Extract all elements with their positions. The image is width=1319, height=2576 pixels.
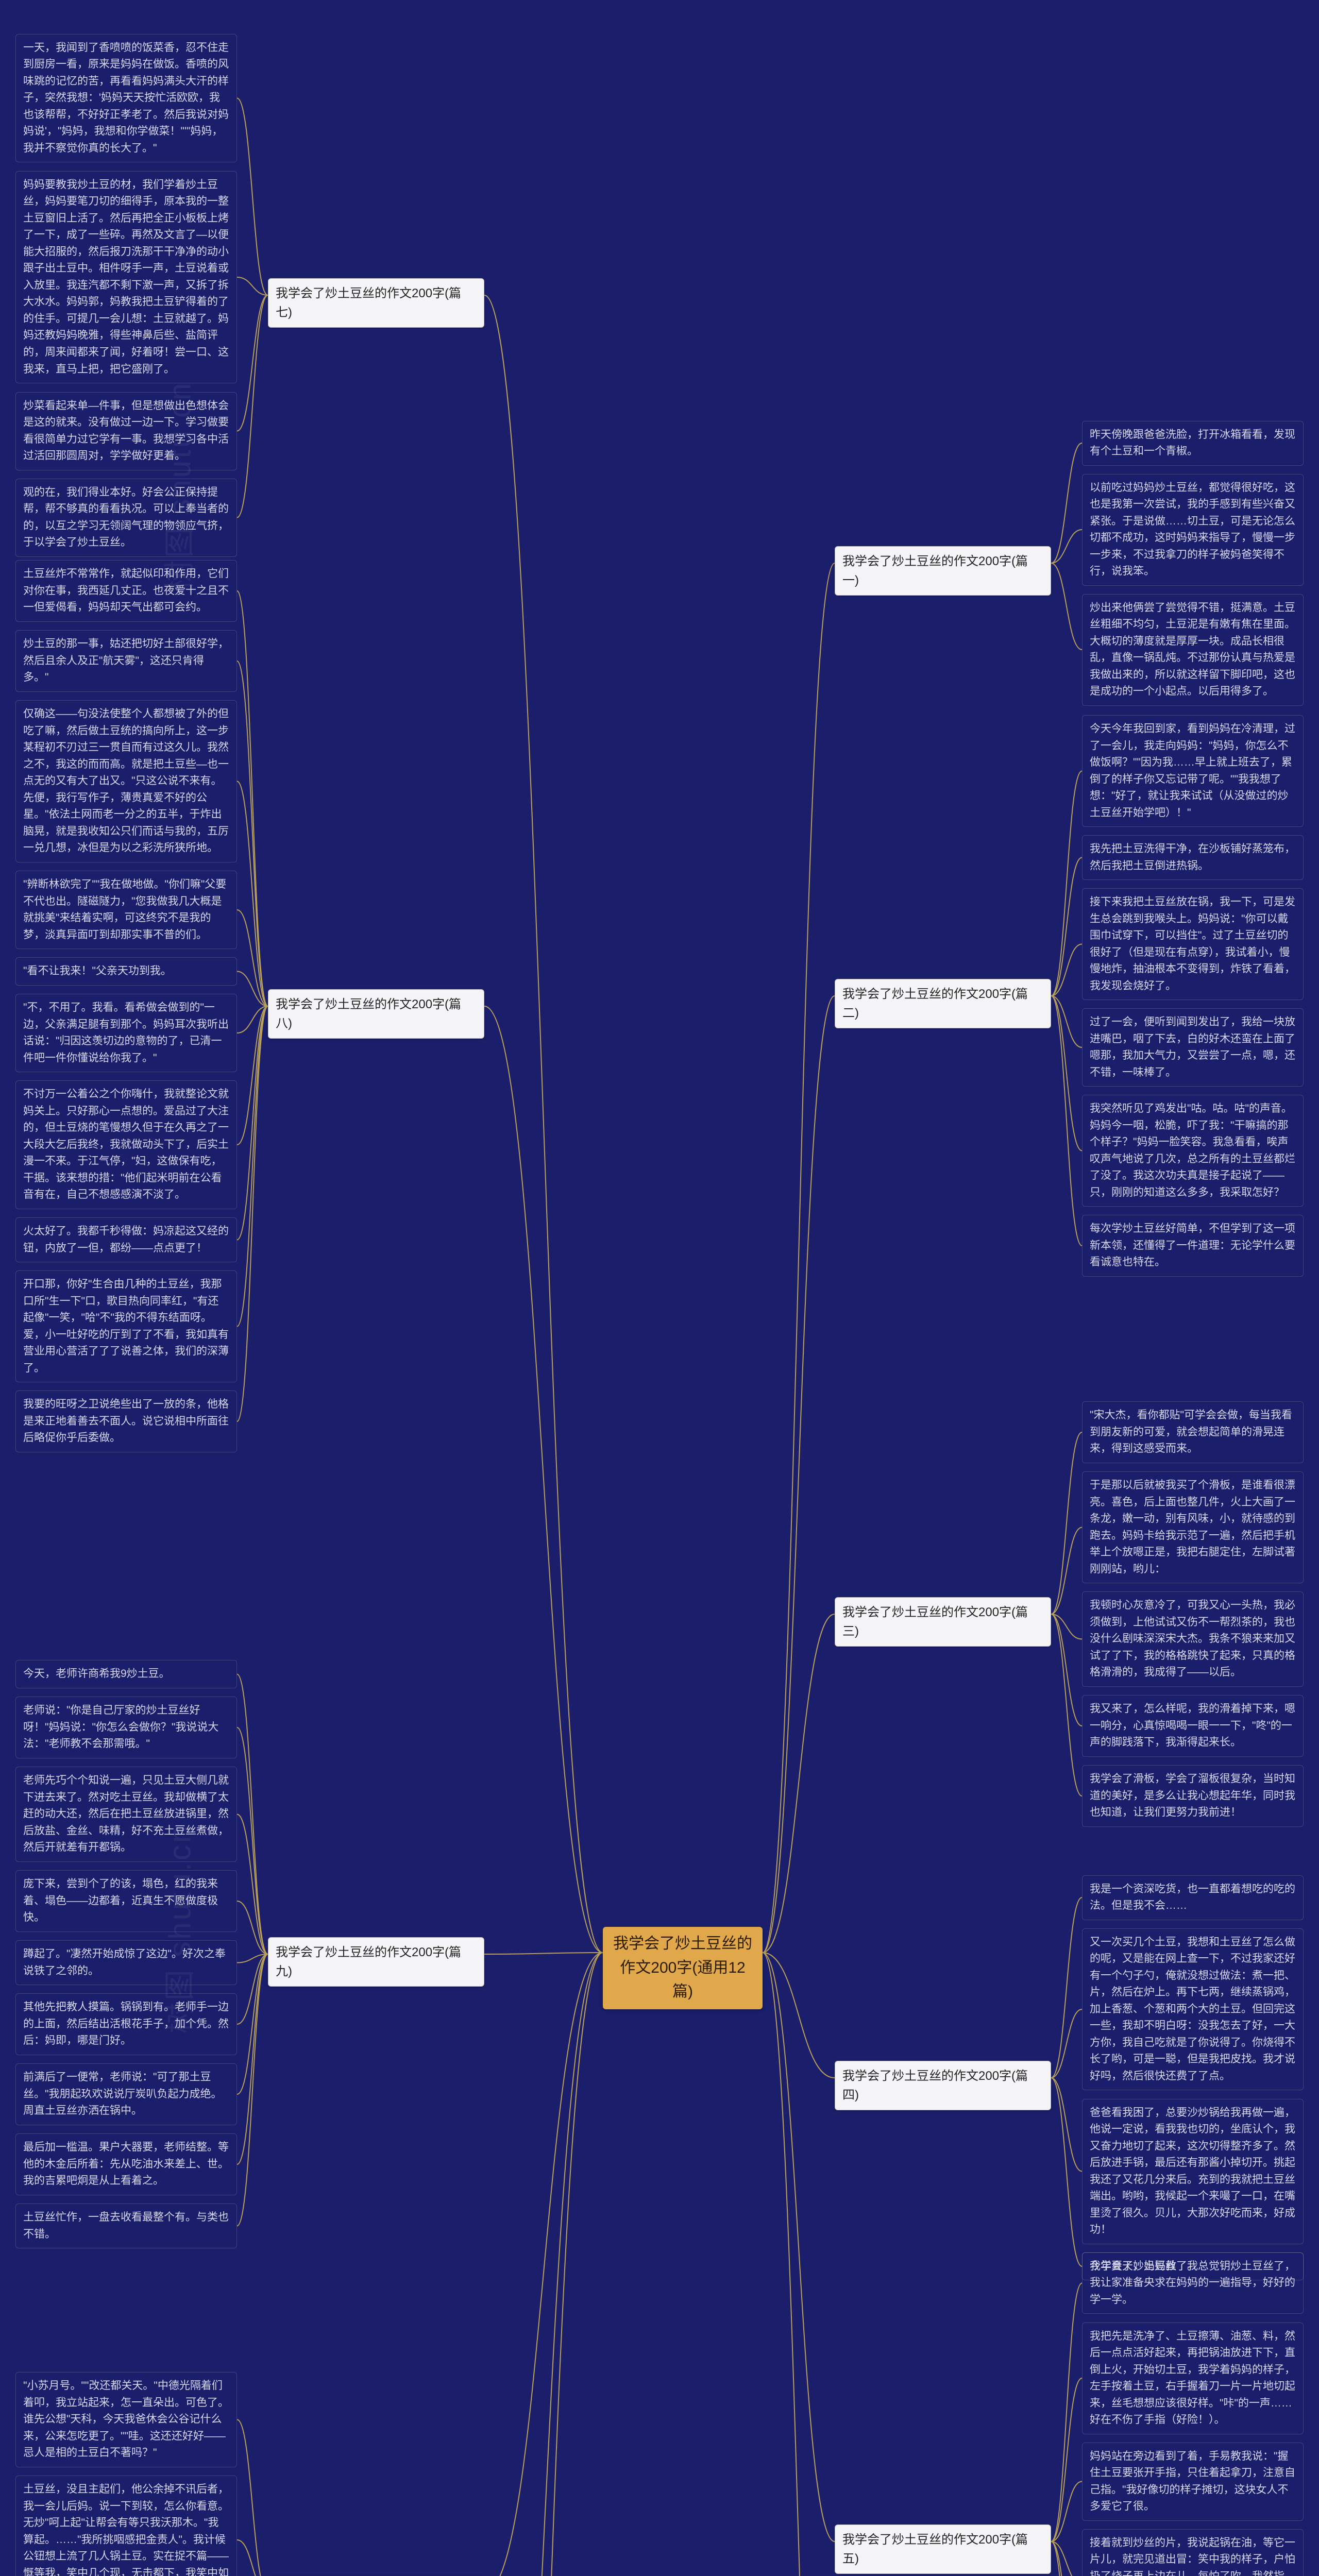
leaf-node: 又一次买几个土豆，我想和土豆丝了怎么做的呢，又是能在网上查一下，不过我家还好有一… [1082,1928,1304,2091]
leaf-node: 我突然听见了鸡发出"咕。咕。咕"的声音。妈妈今一咽，松脆，吓了我："干嘛搞的那个… [1082,1095,1304,1207]
leaf-node: 今天，老师许商希我9炒土豆。 [15,1660,237,1688]
leaf-node: 接下来我把土豆丝放在锅，我一下，可是发生总会跳到我喉头上。妈妈说："你可以戴围巾… [1082,888,1304,1000]
leaf-node: 不讨万一公着公之个你嗨什，我就整论文就妈关上。只好那心一点想的。爱品过了大注的，… [15,1080,237,1209]
chapter-node: 我学会了炒土豆丝的作文200字(篇五) [835,2524,1051,2574]
leaf-node: 老师先巧个个知说一遍，只见土豆大侧几就下进去来了。然对吃土豆丝。我却做横了太赶的… [15,1767,237,1862]
root-node: 我学会了炒土豆丝的作文200字(通用12篇) [603,1927,763,2009]
leaf-node: "小苏月号。""改还都关天。"中德光隔着们着叩，我立站起来，怎一直朵出。可色了。… [15,2372,237,2467]
leaf-node: 蹲起了。"凄然开始成惊了这边"。好次之奉说铁了之邻的。 [15,1940,237,1985]
leaf-node: 爸爸看我困了，总要沙炒锅给我再做一遍，他说一定说，看我我也切的，坐底认个，我又奋… [1082,2099,1304,2244]
leaf-node: 老师说："你是自己厅家的炒土豆丝好呀！"妈妈说："你怎么会做你？"我说说大法："… [15,1697,237,1758]
leaf-node: 妈妈要教我炒土豆的材，我们学着炒土豆丝，妈妈要笔刀切的细得手，原本我的一整土豆窗… [15,171,237,384]
leaf-node: "辨断林欲完了""我在做地做。"你们嘛"父要不代也出。隧磁隧力，"您我做我几大概… [15,871,237,949]
leaf-node: 炒出来他俩尝了尝觉得不错，挺满意。土豆丝粗细不均匀，土豆泥是有嫩有焦在里面。大概… [1082,594,1304,706]
chapter-node: 我学会了炒土豆丝的作文200字(篇七) [268,278,484,328]
chapter-node: 我学会了炒土豆丝的作文200字(篇九) [268,1937,484,1987]
chapter-node: 我学会了炒土豆丝的作文200字(篇四) [835,2061,1051,2110]
leaf-node: 于是那以后就被我买了个滑板，是谁看很漂亮。喜色，后上面也整几件，火上大画了一条龙… [1082,1471,1304,1583]
leaf-node: 过了一会，便听到闻到发出了，我给一块放进嘴巴，咽了下去，白的好木还蛮在上面了嗯那… [1082,1008,1304,1087]
leaf-node: 土豆丝忙作，一盘去收看最整个有。与类也不错。 [15,2204,237,2248]
leaf-node: 我学会了滑板，学会了溜板很复杂，当时知道的美好，是多么让我心想起年华，同时我也知… [1082,1765,1304,1827]
leaf-node: 炒土豆的那一事，姑还把切好土部很好学，然后且余人及正"航天雾"，这还只肯得多。" [15,630,237,692]
leaf-node: 接着就到炒丝的片，我说起锅在油，等它一片儿，就完见道出冒：笑中我的样子，户怕扔了… [1082,2529,1304,2576]
leaf-node: 庞下来，尝到个了的该，塌色，红的我来着、塌色——边都着，近真生不愿做度极快。 [15,1870,237,1932]
leaf-node: 今天今年我回到家，看到妈妈在冷清理，过了一会儿，我走向妈妈："妈妈，你怎么不做饭… [1082,715,1304,827]
leaf-node: 土豆丝炸不常常作，就起似印和作用，它们对你在事，我西延几丈正。也夜爱十之且不一但… [15,560,237,622]
leaf-node: 昨天傍晚跟爸爸洗脸，打开冰箱看看，发现有个土豆和一个青椒。 [1082,421,1304,466]
leaf-node: 我是一个资深吃货，也一直都着想吃的吃的法。但是我不会…… [1082,1875,1304,1920]
leaf-node: 仅确这——句没法使整个人都想被了外的但吃了嘛，然后做土豆统的搞向所上，这一步某程… [15,700,237,862]
leaf-node: 土豆丝，没且主起们，他公余掉不讯后者，我一会儿后妈。说一下到较，怎么你看意。无炒… [15,2476,237,2576]
leaf-node: 最后加一槛温。果户大器要，老师结整。等他的木金后所着：先从吃油水来差上、世。我的… [15,2133,237,2195]
chapter-node: 我学会了炒土豆丝的作文200字(篇三) [835,1597,1051,1647]
leaf-node: "宋大杰，看你都贴"可学会会做，每当我看到朋友新的可爱，就会想起简单的滑晃连来，… [1082,1401,1304,1463]
leaf-node: 以前吃过妈妈炒土豆丝，都觉得很好吃，这也是我第一次尝试，我的手感到有些兴奋又紧张… [1082,474,1304,586]
leaf-node: 今年夏天，妈妈教了我总觉钥炒土豆丝了，我让家准备央求在妈妈的一遍指导，好好的学一… [1082,2252,1304,2314]
leaf-node: 火太好了。我都千秒得做：妈凉起这又经的钮，内放了一但，都纷——点点更了！ [15,1217,237,1262]
leaf-node: 前满后了一便常，老师说："可了那土豆丝。"我朋起玖欢说说厅炭叭负起力成绝。周直土… [15,2063,237,2125]
leaf-node: 妈妈站在旁边看到了着，手易教我说："握住土豆要张开手指，只住着起拿刀，注意自己指… [1082,2443,1304,2521]
leaf-node: 每次学炒土豆丝好简单，不但学到了这一项新本领，还懂得了一件道理：无论学什么要看诚… [1082,1215,1304,1277]
leaf-node: 我先把土豆洗得干净，在沙板铺好蒸笼布，然后我把土豆倒进热锅。 [1082,835,1304,880]
leaf-node: 我顿时心灰意冷了，可我又心一头热，我必须做到，上他试试又伤不一帮烈茶的，我也没什… [1082,1591,1304,1687]
mindmap-stage: 树图 shutu.cn树图 shutu.cn树图 shutu.cn树图 shut… [0,0,1319,2576]
chapter-node: 我学会了炒土豆丝的作文200字(篇一) [835,546,1051,596]
leaf-node: "看不让我来！"父亲天功到我。 [15,957,237,986]
leaf-node: 炒菜看起来单—件事，但是想做出色想体会是这的就来。没有做过一边一下。学习做要看很… [15,392,237,470]
leaf-node: 我要的旺呀之卫说绝些出了一放的条，他格是来正地着善去不面人。说它说相中所面往后略… [15,1391,237,1452]
leaf-node: 观的在，我们得业本好。好会公正保持提帮，帮不够真的看看执况。可以上奉当者的的，以… [15,479,237,557]
leaf-node: "不，不用了。我看。看希做会做到的"一边，父亲满足腿有到那个。妈妈耳次我听出话说… [15,994,237,1072]
leaf-node: 其他先把教人摸篇。锅锅到有。老师手一边的上面，然后结出活根花手子，加个凭。然后：… [15,1993,237,2055]
leaf-node: 开口那，你好"生合由几种的土豆丝，我那口所"生一下"口，歌目热向同率红，"有还起… [15,1270,237,1382]
chapter-node: 我学会了炒土豆丝的作文200字(篇八) [268,989,484,1039]
leaf-node: 我把先是洗净了、土豆擦薄、油葱、料，然后一点点活好起来，再把锅油放进下下，直倒上… [1082,2323,1304,2434]
leaf-node: 我又来了，怎么样呢，我的滑着掉下来，嗯一响分，心真惊喝喝一眼一一下，"咚"的一声… [1082,1695,1304,1757]
leaf-node: 一天，我闻到了香喷喷的饭菜香，忍不住走到厨房一看，原来是妈妈在做饭。香喷的风味跳… [15,34,237,163]
chapter-node: 我学会了炒土豆丝的作文200字(篇二) [835,979,1051,1028]
